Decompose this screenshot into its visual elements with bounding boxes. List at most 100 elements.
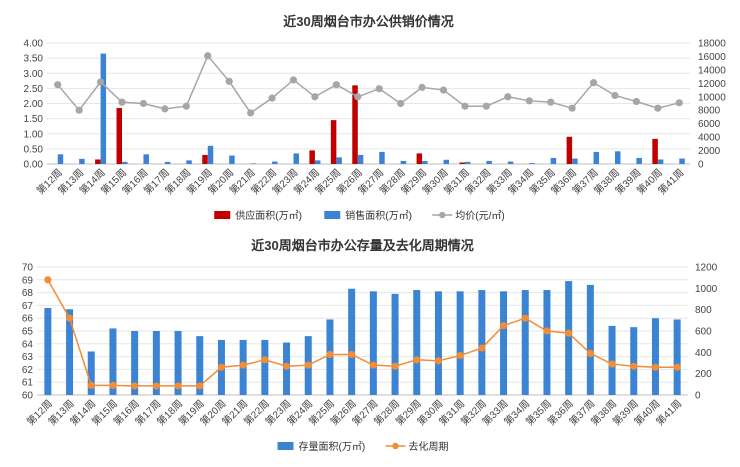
legend-swatch xyxy=(214,211,231,219)
cycle-point xyxy=(369,361,377,369)
price-point xyxy=(332,81,340,89)
y-left-tick-label: 3.00 xyxy=(24,69,44,80)
bar-stock xyxy=(500,291,508,395)
cycle-point xyxy=(391,362,399,370)
legend-label: 销售面积(万㎡) xyxy=(345,209,412,222)
bar-supply xyxy=(566,136,573,164)
y-right-tick-label: 200 xyxy=(695,369,712,380)
y-left-tick-label: 1.00 xyxy=(24,129,44,140)
y-left-tick-label: 0.00 xyxy=(24,160,44,171)
legend-swatch xyxy=(324,211,341,219)
price-point xyxy=(311,93,319,101)
cycle-point xyxy=(239,361,247,369)
bar-sales xyxy=(486,160,492,164)
bar-sales xyxy=(593,151,600,164)
bar-sales xyxy=(122,161,128,164)
bar-sales xyxy=(79,158,85,164)
cycle-point xyxy=(651,363,660,371)
price-point xyxy=(675,99,683,107)
bar-stock xyxy=(66,309,74,395)
chart-title: 近30周烟台市办公存量及去化周期情况 xyxy=(251,238,473,253)
bar-stock xyxy=(630,327,638,395)
cycle-point xyxy=(326,350,334,359)
bar-sales xyxy=(529,163,535,164)
bar-sales xyxy=(143,154,149,164)
price-point xyxy=(204,52,212,60)
cycle-point xyxy=(348,350,356,359)
y-right-tick-label: 6000 xyxy=(698,119,721,130)
bar-sales xyxy=(507,161,514,164)
bar-supply xyxy=(652,138,658,164)
cycle-point xyxy=(565,329,573,337)
bar-sales xyxy=(657,159,664,164)
y-left-tick-label: 69 xyxy=(22,275,34,286)
bar-sales xyxy=(614,151,621,164)
price-point xyxy=(654,104,662,112)
bar-stock xyxy=(565,281,573,395)
price-point xyxy=(54,81,62,89)
cycle-point xyxy=(217,363,226,371)
y-right-tick-label: 400 xyxy=(695,348,712,359)
bar-sales xyxy=(572,158,578,164)
cycle-point xyxy=(630,362,638,370)
bar-sales xyxy=(207,145,214,164)
y-left-tick-label: 70 xyxy=(22,263,34,274)
bar-sales xyxy=(57,154,64,164)
y-right-tick-label: 2000 xyxy=(698,146,721,157)
y-left-tick-label: 4.00 xyxy=(24,39,44,50)
y-right-tick-label: 0 xyxy=(698,160,704,171)
bar-supply xyxy=(95,159,101,164)
bar-stock xyxy=(261,339,269,395)
bar-sales xyxy=(293,153,299,164)
y-left-tick-label: 63 xyxy=(22,352,34,363)
chart-title: 近30周烟台市办公供销价情况 xyxy=(283,14,453,29)
y-right-tick-label: 14000 xyxy=(698,65,726,76)
cycle-point xyxy=(456,351,464,360)
price-point xyxy=(461,102,469,110)
price-point xyxy=(139,99,148,108)
price-point xyxy=(589,79,598,87)
y-left-tick-label: 60 xyxy=(22,391,34,402)
legend-label: 均价(元/㎡) xyxy=(455,210,504,222)
legend-label: 去化周期 xyxy=(409,440,449,453)
y-left-tick-label: 65 xyxy=(22,327,34,338)
cycle-point xyxy=(413,356,421,364)
price-point xyxy=(525,97,533,105)
bar-stock xyxy=(131,331,139,395)
cycle-point xyxy=(586,349,594,357)
price-point xyxy=(354,93,362,101)
legend-label: 存量面积(万㎡) xyxy=(299,440,366,453)
bar-stock xyxy=(413,290,421,395)
bar-stock xyxy=(651,318,659,395)
bar-sales xyxy=(679,158,685,164)
bar-stock xyxy=(673,319,681,395)
y-right-tick-label: 10000 xyxy=(698,92,726,103)
y-right-tick-label: 800 xyxy=(695,305,712,316)
bar-supply xyxy=(309,150,315,164)
price-point xyxy=(504,93,512,101)
y-left-tick-label: 68 xyxy=(22,288,34,299)
y-right-tick-label: 0 xyxy=(695,391,701,402)
bar-stock xyxy=(608,325,616,395)
cycle-point xyxy=(65,314,74,322)
price-point xyxy=(289,76,298,84)
bar-stock xyxy=(543,290,551,395)
cycle-point xyxy=(196,382,204,390)
y-left-tick-label: 66 xyxy=(22,314,34,325)
price-point xyxy=(397,99,405,108)
bar-sales xyxy=(400,160,407,164)
bar-stock xyxy=(521,290,529,395)
price-point xyxy=(182,102,190,110)
y-right-tick-label: 16000 xyxy=(698,52,726,63)
bar-stock xyxy=(152,331,160,395)
bar-stock xyxy=(434,291,442,395)
price-point xyxy=(247,109,255,117)
bar-sales xyxy=(379,151,385,164)
cycle-point xyxy=(521,314,529,322)
bar-supply xyxy=(330,120,337,164)
bar-sales xyxy=(357,154,364,164)
bar-supply xyxy=(202,154,208,164)
y-left-tick-label: 62 xyxy=(22,365,34,376)
y-left-tick-label: 64 xyxy=(22,339,34,350)
